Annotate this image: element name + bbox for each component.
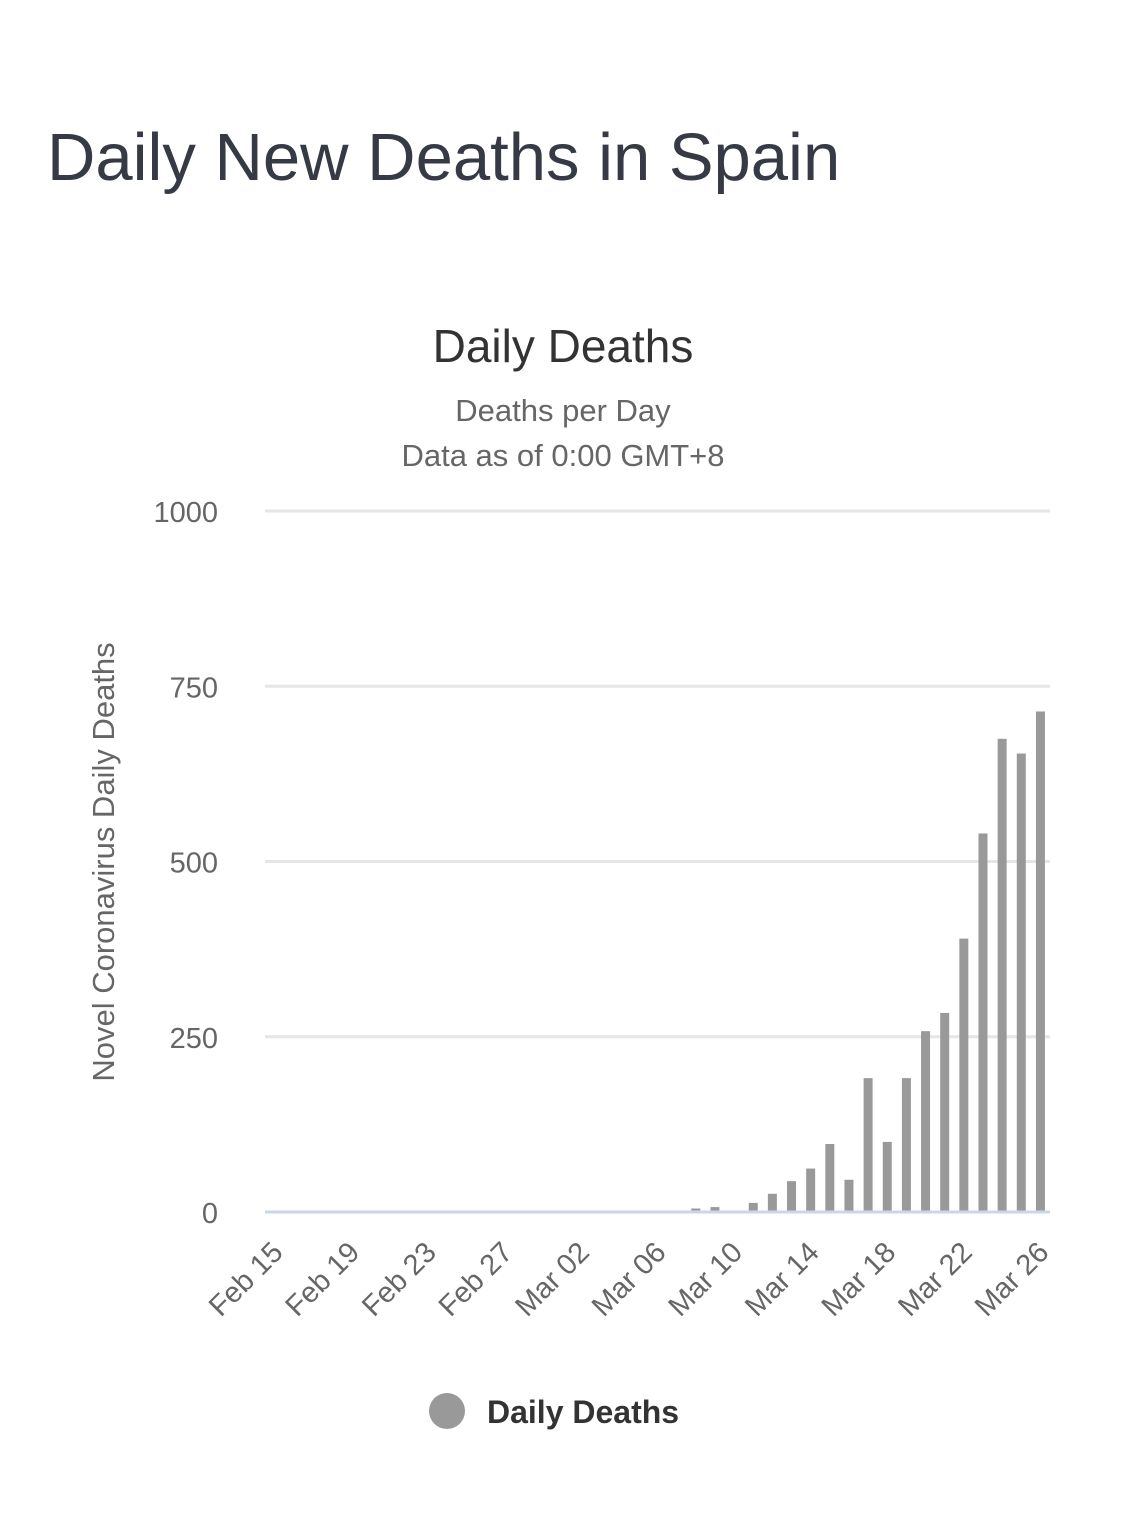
y-tick-label: 250 (170, 1023, 218, 1055)
page-title: Daily New Deaths in Spain (47, 120, 841, 195)
bar[interactable] (691, 1208, 701, 1212)
gridlines (265, 509, 1050, 1039)
chart-subtitle-line-1: Deaths per Day (455, 393, 671, 428)
bar[interactable] (921, 1031, 931, 1212)
x-tick-label: Mar 02 (509, 1236, 595, 1322)
x-tick-label: Mar 22 (892, 1236, 978, 1322)
x-tick-label: Feb 19 (280, 1236, 366, 1322)
bar[interactable] (787, 1181, 797, 1212)
x-tick-label: Mar 26 (969, 1236, 1055, 1322)
bar[interactable] (882, 1141, 892, 1212)
y-axis-tick-labels: 0 250 500 750 1000 (153, 497, 218, 1230)
bar[interactable] (844, 1179, 854, 1212)
legend-marker-icon[interactable] (429, 1393, 465, 1429)
y-axis-title: Novel Coronavirus Daily Deaths (86, 642, 121, 1081)
x-tick-label: Mar 10 (663, 1236, 749, 1322)
bar[interactable] (901, 1078, 911, 1212)
bar[interactable] (710, 1207, 720, 1212)
x-tick-label: Mar 14 (739, 1236, 825, 1322)
x-tick-label: Feb 15 (203, 1236, 289, 1322)
bar[interactable] (863, 1078, 873, 1212)
y-tick-label: 1000 (153, 497, 218, 529)
chart-subtitle-line-2: Data as of 0:00 GMT+8 (401, 438, 724, 473)
bar[interactable] (978, 833, 988, 1212)
chart-title: Daily Deaths (433, 320, 694, 372)
bar[interactable] (767, 1193, 777, 1212)
bar[interactable] (1035, 711, 1045, 1212)
legend-label[interactable]: Daily Deaths (487, 1394, 679, 1430)
x-tick-label: Mar 06 (586, 1236, 672, 1322)
bar-series-daily-deaths (691, 711, 1045, 1212)
bar[interactable] (940, 1012, 950, 1212)
y-tick-label: 500 (170, 848, 218, 880)
x-tick-label: Feb 27 (433, 1236, 519, 1322)
y-tick-label: 0 (202, 1198, 218, 1230)
bar[interactable] (1016, 753, 1026, 1212)
bar[interactable] (825, 1144, 835, 1212)
x-tick-label: Mar 18 (816, 1236, 902, 1322)
bar[interactable] (997, 738, 1007, 1212)
legend[interactable]: Daily Deaths (429, 1393, 679, 1430)
y-tick-label: 750 (170, 672, 218, 704)
x-tick-label: Feb 23 (356, 1236, 442, 1322)
bar[interactable] (806, 1168, 816, 1212)
bar[interactable] (748, 1202, 758, 1212)
bar[interactable] (959, 938, 969, 1212)
